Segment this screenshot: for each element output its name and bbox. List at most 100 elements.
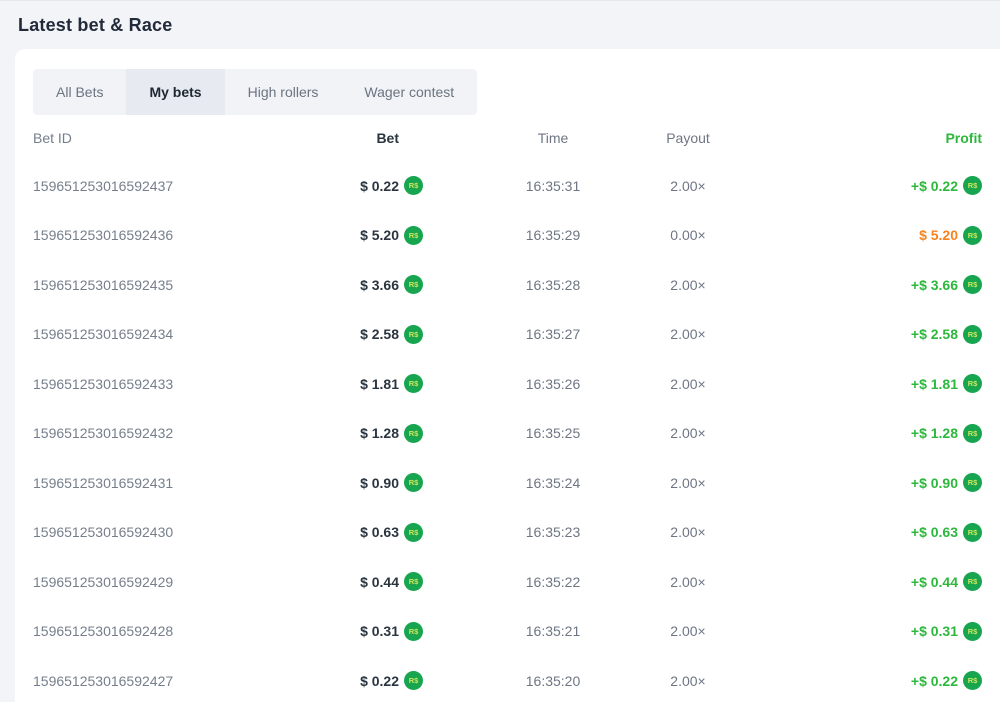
table-row[interactable]: 159651253016592434 $ 2.58 R$ 16:35:27 2.… (33, 310, 982, 360)
bet-amount-cell: $ 3.66 R$ (333, 275, 423, 295)
bet-id-value: 159651253016592432 (33, 425, 174, 442)
table-row[interactable]: 159651253016592437 $ 0.22 R$ 16:35:31 2.… (33, 161, 982, 211)
bets-tab-bar: All Bets My bets High rollers Wager cont… (33, 69, 478, 115)
table-row[interactable]: 159651253016592429 $ 0.44 R$ 16:35:22 2.… (33, 557, 982, 607)
bet-amount-value: $ 0.22 (360, 672, 399, 689)
brl-coin-icon: R$ (963, 374, 982, 394)
profit-value: +$ 0.44 (910, 573, 958, 590)
payout-multiplier-value: 2.00× (670, 177, 706, 194)
table-header-row: Bet ID Bet Time Payout Profit (33, 115, 982, 161)
bet-time-value: 16:35:21 (525, 623, 581, 640)
column-header-payout: Payout (666, 130, 710, 146)
profit-value: +$ 0.22 (910, 177, 958, 194)
bet-id-value: 159651253016592437 (33, 177, 174, 194)
profit-cell: +$ 2.58 R$ (763, 324, 982, 344)
table-row[interactable]: 159651253016592428 $ 0.31 R$ 16:35:21 2.… (33, 607, 982, 657)
bet-amount-cell: $ 1.81 R$ (333, 374, 423, 394)
bet-time-value: 16:35:27 (525, 326, 581, 343)
profit-cell: +$ 0.44 R$ (763, 572, 982, 592)
profit-value: +$ 2.58 (910, 326, 958, 343)
payout-multiplier-value: 2.00× (670, 276, 706, 293)
brl-coin-icon: R$ (404, 671, 423, 691)
table-row[interactable]: 159651253016592433 $ 1.81 R$ 16:35:26 2.… (33, 359, 982, 409)
brl-coin-icon: R$ (404, 572, 423, 592)
brl-coin-icon: R$ (404, 423, 423, 443)
bet-id-value: 159651253016592433 (33, 375, 174, 392)
bet-amount-cell: $ 2.58 R$ (333, 324, 423, 344)
tab-all-bets[interactable]: All Bets (56, 84, 104, 100)
table-row[interactable]: 159651253016592427 $ 0.22 R$ 16:35:20 2.… (33, 656, 982, 702)
bet-amount-cell: $ 5.20 R$ (333, 225, 423, 245)
table-row[interactable]: 159651253016592432 $ 1.28 R$ 16:35:25 2.… (33, 409, 982, 459)
bet-amount-value: $ 2.58 (360, 326, 399, 343)
profit-value: +$ 0.31 (910, 623, 958, 640)
bets-table: Bet ID Bet Time Payout Profit 1596512530… (33, 115, 982, 702)
table-row[interactable]: 159651253016592435 $ 3.66 R$ 16:35:28 2.… (33, 260, 982, 310)
brl-coin-icon: R$ (963, 522, 982, 542)
profit-cell: +$ 0.22 R$ (763, 671, 982, 691)
title-band: Latest bet & Race (0, 1, 1000, 49)
bet-amount-value: $ 5.20 (360, 227, 399, 244)
table-row[interactable]: 159651253016592431 $ 0.90 R$ 16:35:24 2.… (33, 458, 982, 508)
brl-coin-icon: R$ (963, 572, 982, 592)
table-row[interactable]: 159651253016592436 $ 5.20 R$ 16:35:29 0.… (33, 211, 982, 261)
bet-amount-value: $ 0.63 (360, 524, 399, 541)
brl-coin-icon: R$ (963, 671, 982, 691)
bet-amount-value: $ 0.22 (360, 177, 399, 194)
bet-time-value: 16:35:22 (525, 573, 581, 590)
brl-coin-icon: R$ (963, 423, 982, 443)
profit-value: +$ 0.22 (910, 672, 958, 689)
profit-cell: +$ 0.22 R$ (763, 176, 982, 196)
payout-multiplier-value: 0.00× (670, 227, 706, 244)
brl-coin-icon: R$ (404, 473, 423, 493)
latest-bets-panel: All Bets My bets High rollers Wager cont… (15, 49, 1000, 702)
column-header-bet-id: Bet ID (33, 130, 72, 146)
payout-multiplier-value: 2.00× (670, 326, 706, 343)
table-body: 159651253016592437 $ 0.22 R$ 16:35:31 2.… (33, 161, 982, 702)
brl-coin-icon: R$ (963, 621, 982, 641)
tab-my-bets[interactable]: My bets (126, 69, 225, 115)
bet-id-value: 159651253016592435 (33, 276, 174, 293)
bet-amount-cell: $ 0.44 R$ (333, 572, 423, 592)
bet-amount-cell: $ 0.22 R$ (333, 176, 423, 196)
profit-value: +$ 0.63 (910, 524, 958, 541)
payout-multiplier-value: 2.00× (670, 425, 706, 442)
table-row[interactable]: 159651253016592430 $ 0.63 R$ 16:35:23 2.… (33, 508, 982, 558)
bet-amount-value: $ 0.44 (360, 573, 399, 590)
payout-multiplier-value: 2.00× (670, 524, 706, 541)
bet-time-value: 16:35:29 (525, 227, 581, 244)
bet-id-value: 159651253016592434 (33, 326, 174, 343)
bet-time-value: 16:35:31 (525, 177, 581, 194)
payout-multiplier-value: 2.00× (670, 623, 706, 640)
bet-amount-value: $ 3.66 (360, 276, 399, 293)
profit-cell: $ 5.20 R$ (763, 225, 982, 245)
bet-amount-cell: $ 1.28 R$ (333, 423, 423, 443)
bet-time-value: 16:35:26 (525, 375, 581, 392)
payout-multiplier-value: 2.00× (670, 573, 706, 590)
profit-cell: +$ 1.81 R$ (763, 374, 982, 394)
tab-wager-contest[interactable]: Wager contest (364, 84, 455, 100)
brl-coin-icon: R$ (963, 176, 982, 196)
brl-coin-icon: R$ (963, 275, 982, 295)
bet-id-value: 159651253016592427 (33, 672, 174, 689)
bet-time-value: 16:35:23 (525, 524, 581, 541)
bet-id-value: 159651253016592428 (33, 623, 174, 640)
brl-coin-icon: R$ (404, 225, 423, 245)
profit-value: $ 5.20 (919, 227, 958, 244)
brl-coin-icon: R$ (404, 374, 423, 394)
bet-id-value: 159651253016592430 (33, 524, 174, 541)
profit-cell: +$ 0.90 R$ (763, 473, 982, 493)
bet-amount-value: $ 0.31 (360, 623, 399, 640)
tab-high-rollers[interactable]: High rollers (247, 84, 319, 100)
bet-amount-cell: $ 0.90 R$ (333, 473, 423, 493)
profit-cell: +$ 0.31 R$ (763, 621, 982, 641)
bet-amount-value: $ 0.90 (360, 474, 399, 491)
profit-value: +$ 1.28 (910, 425, 958, 442)
brl-coin-icon: R$ (404, 621, 423, 641)
bet-time-value: 16:35:28 (525, 276, 581, 293)
bet-time-value: 16:35:24 (525, 474, 581, 491)
brl-coin-icon: R$ (404, 522, 423, 542)
column-header-profit: Profit (945, 130, 982, 146)
bet-time-value: 16:35:20 (525, 672, 581, 689)
column-header-bet: Bet (376, 130, 399, 146)
